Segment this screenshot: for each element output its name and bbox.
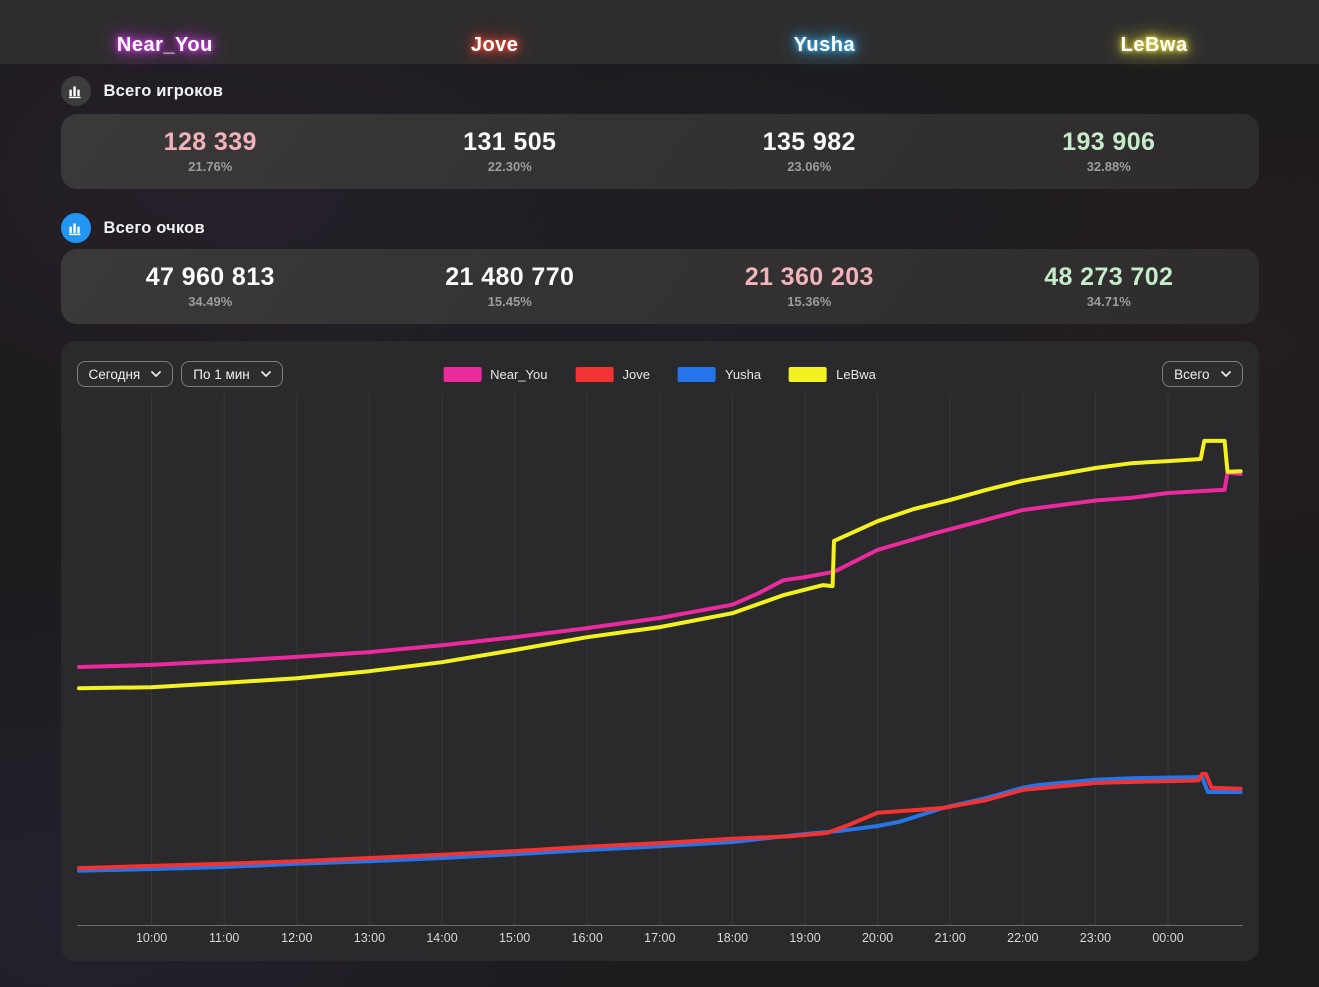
- series-line-jove: [76, 771, 1243, 871]
- chevron-down-icon: [151, 371, 162, 377]
- series-line-lebwa: [76, 438, 1243, 691]
- stat-column: 21 360 203 15.36%: [660, 262, 960, 310]
- x-tick-label: 13:00: [353, 931, 384, 945]
- stat-value: 131 505: [463, 127, 557, 156]
- legend-label: Near_You: [490, 366, 548, 382]
- stat-card: 128 339 21.76% 131 505 22.30% 135 982 23…: [60, 114, 1259, 189]
- stat-percent: 34.49%: [188, 294, 233, 310]
- x-tick-label: 17:00: [644, 931, 675, 945]
- stat-sections: Всего игроков 128 339 21.76% 131 505 22.…: [60, 76, 1259, 324]
- chart-legend: Near_You Jove Yusha LeBwa: [443, 366, 876, 382]
- section-header: Всего очков: [60, 213, 1259, 243]
- x-tick-label: 12:00: [281, 931, 312, 945]
- metric-select[interactable]: Всего: [1162, 361, 1243, 387]
- section-title: Всего игроков: [103, 81, 224, 100]
- chart-panel: Сегодня По 1 мин Near_You Jove Yusha LeB…: [60, 341, 1259, 961]
- period-select[interactable]: Сегодня: [76, 361, 174, 387]
- stat-percent: 34.71%: [1086, 294, 1131, 310]
- stat-percent: 21.76%: [188, 159, 233, 175]
- stat-value: 47 960 813: [145, 262, 275, 291]
- stat-percent: 22.30%: [487, 159, 532, 175]
- x-tick-label: 11:00: [209, 931, 239, 945]
- metric-select-value: Всего: [1174, 366, 1210, 382]
- x-tick-label: 14:00: [426, 931, 457, 945]
- stat-value: 128 339: [163, 127, 257, 156]
- x-tick-label: 21:00: [934, 931, 965, 945]
- legend-label: LeBwa: [836, 366, 876, 382]
- bar-chart-icon: [60, 213, 91, 243]
- stat-column: 193 906 32.88%: [959, 127, 1259, 175]
- legend-item-lebwa[interactable]: LeBwa: [789, 366, 876, 382]
- x-tick-label: 10:00: [135, 931, 166, 945]
- legend-swatch: [575, 366, 614, 382]
- section-title: Всего очков: [103, 218, 205, 237]
- x-tick-label: 18:00: [716, 931, 747, 945]
- stat-column: 21 480 770 15.45%: [360, 262, 660, 310]
- legend-label: Jove: [622, 366, 650, 382]
- stat-percent: 15.36%: [787, 294, 832, 310]
- stat-value: 193 906: [1062, 127, 1156, 156]
- series-line-yusha: [76, 775, 1243, 873]
- legend-swatch: [443, 366, 482, 382]
- stat-column: 128 339 21.76%: [61, 127, 361, 175]
- stat-card: 47 960 813 34.49% 21 480 770 15.45% 21 3…: [60, 249, 1259, 324]
- player-name-yusha: Yusha: [793, 34, 856, 56]
- x-tick-label: 15:00: [498, 931, 529, 945]
- series-line-near_you: [76, 470, 1243, 669]
- period-select-value: Сегодня: [88, 366, 141, 382]
- section-header: Всего игроков: [60, 76, 1259, 106]
- stat-column: 131 505 22.30%: [360, 127, 660, 175]
- stat-value: 135 982: [762, 127, 856, 156]
- x-tick-label: 00:00: [1152, 931, 1183, 945]
- legend-item-yusha[interactable]: Yusha: [677, 366, 762, 382]
- legend-item-jove[interactable]: Jove: [575, 366, 650, 382]
- bar-chart-icon: [60, 76, 91, 106]
- interval-select-value: По 1 мин: [193, 366, 250, 382]
- legend-label: Yusha: [724, 366, 762, 382]
- stat-value: 48 273 702: [1044, 262, 1174, 291]
- x-tick-label: 23:00: [1079, 931, 1110, 945]
- chevron-down-icon: [260, 371, 271, 377]
- interval-select[interactable]: По 1 мин: [181, 361, 283, 387]
- stat-column: 135 982 23.06%: [660, 127, 960, 175]
- legend-swatch: [789, 366, 828, 382]
- stat-percent: 32.88%: [1086, 159, 1131, 175]
- stat-section: Всего игроков 128 339 21.76% 131 505 22.…: [60, 76, 1259, 189]
- stat-percent: 15.45%: [487, 294, 532, 310]
- topbar: Near_You Jove Yusha LeBwa: [0, 0, 1319, 64]
- player-name-jove: Jove: [470, 34, 519, 56]
- stat-column: 48 273 702 34.71%: [959, 262, 1259, 310]
- legend-swatch: [677, 366, 716, 382]
- stat-value: 21 360 203: [744, 262, 874, 291]
- chart-controls: Сегодня По 1 мин Near_You Jove Yusha LeB…: [76, 361, 1243, 387]
- player-name-near_you: Near_You: [116, 34, 213, 56]
- stat-column: 47 960 813 34.49%: [61, 262, 361, 310]
- stat-section: Всего очков 47 960 813 34.49% 21 480 770…: [60, 213, 1259, 324]
- x-tick-label: 19:00: [789, 931, 820, 945]
- legend-item-near_you[interactable]: Near_You: [443, 366, 548, 382]
- line-chart[interactable]: 10:00 11:00 12:00 13:00 14:00 15:00 16:00 17:00…: [61, 341, 1259, 961]
- stat-value: 21 480 770: [445, 262, 575, 291]
- player-name-lebwa: LeBwa: [1120, 34, 1188, 56]
- x-tick-label: 16:00: [571, 931, 602, 945]
- x-tick-label: 20:00: [861, 931, 892, 945]
- chevron-down-icon: [1220, 371, 1231, 377]
- x-tick-label: 22:00: [1007, 931, 1038, 945]
- page: Near_You Jove Yusha LeBwa Всего игроков 128…: [0, 0, 1319, 961]
- stat-percent: 23.06%: [787, 159, 832, 175]
- content: Всего игроков 128 339 21.76% 131 505 22.…: [60, 76, 1259, 961]
